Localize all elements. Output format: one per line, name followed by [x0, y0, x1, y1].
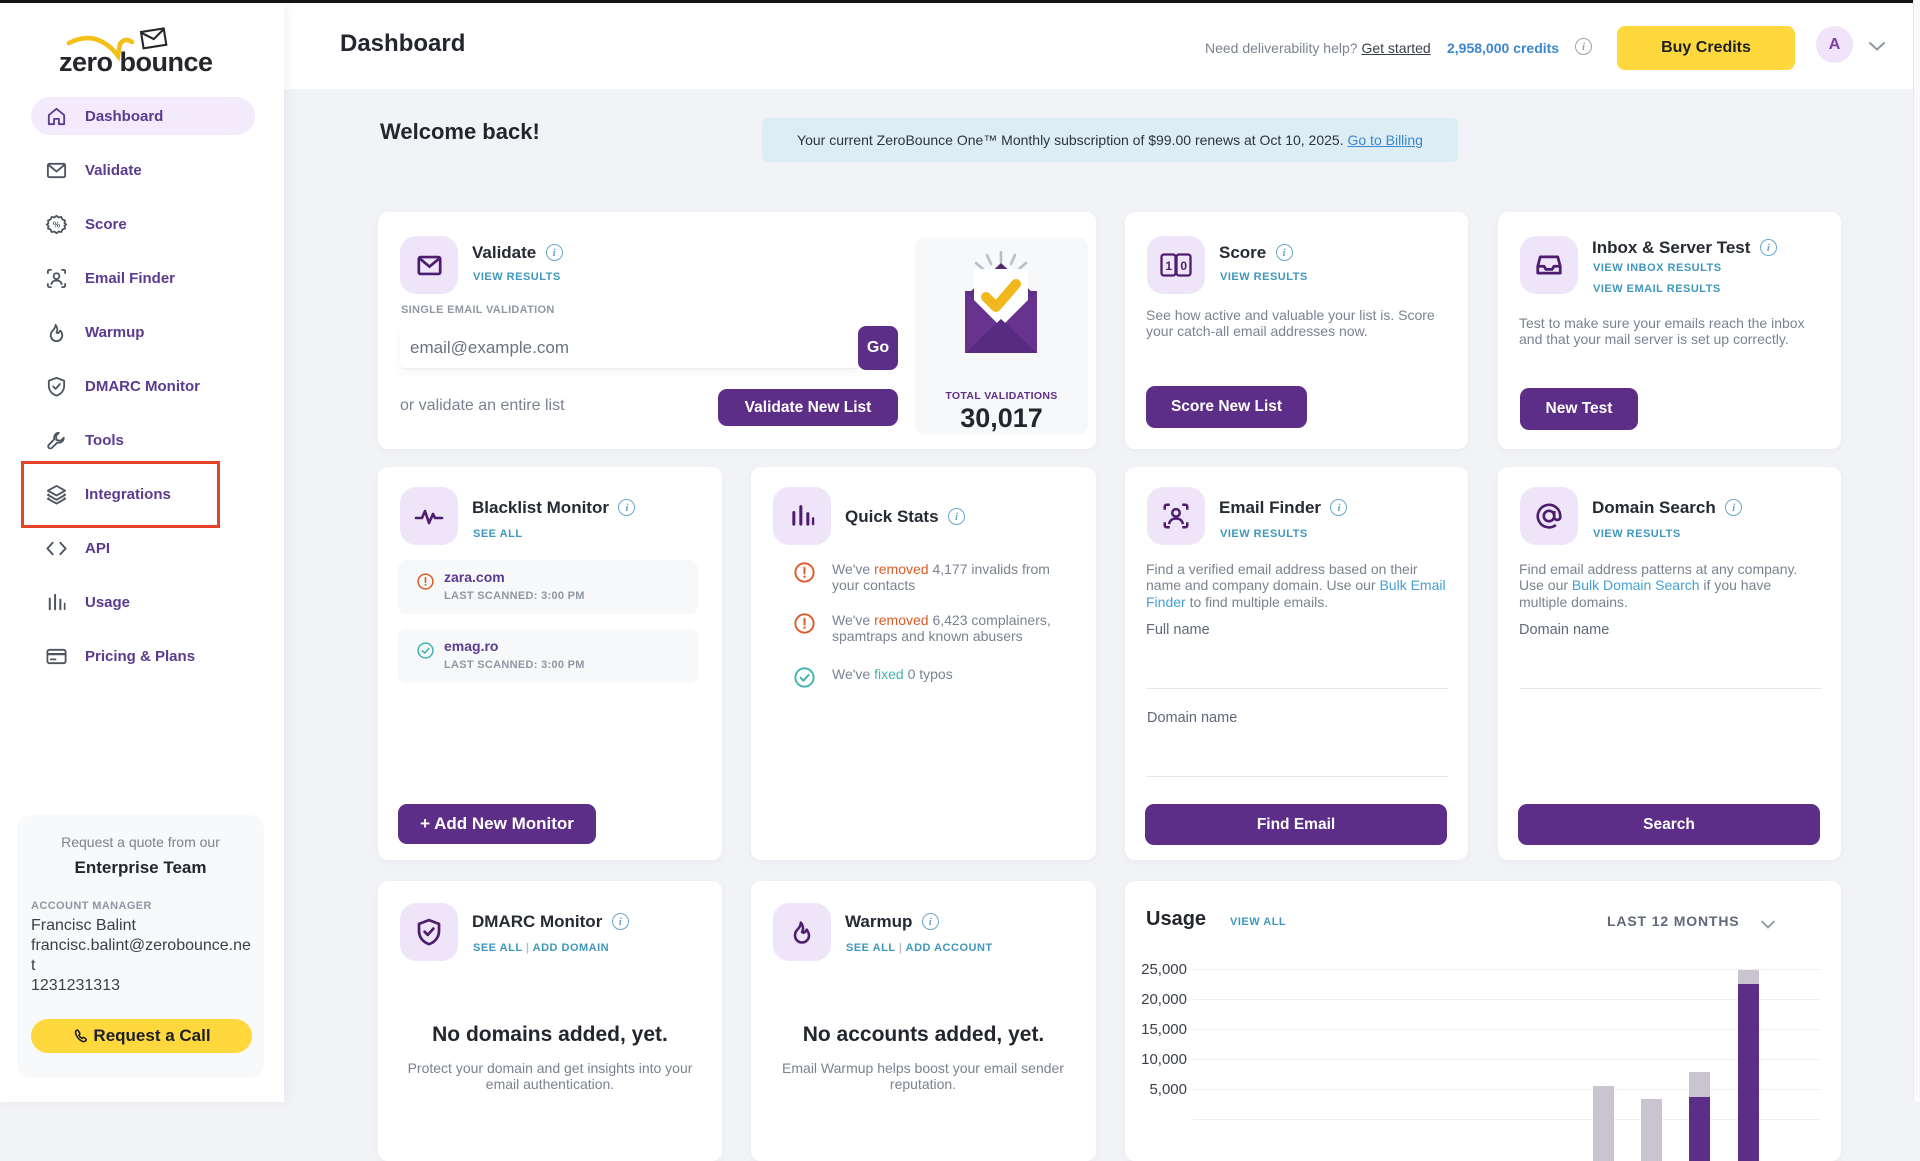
- svg-text:zero bounce: zero bounce: [59, 47, 213, 75]
- svg-text:0: 0: [1180, 259, 1187, 273]
- svg-text:1: 1: [1165, 259, 1172, 273]
- svg-text:%: %: [52, 220, 60, 229]
